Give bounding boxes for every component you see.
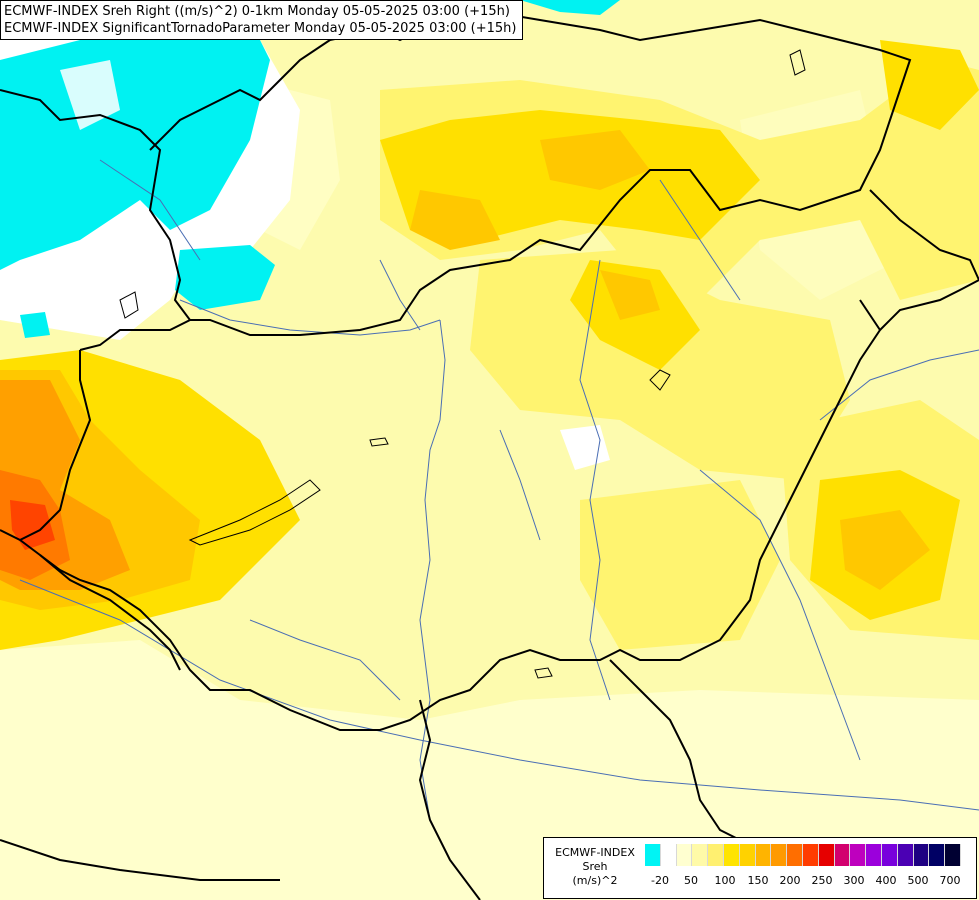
legend-swatch bbox=[739, 844, 756, 866]
legend-swatch bbox=[818, 844, 835, 866]
legend-swatch bbox=[913, 844, 930, 866]
sreh-contours bbox=[0, 40, 979, 650]
cyan-region bbox=[0, 0, 620, 470]
legend-variable: Sreh bbox=[582, 860, 608, 873]
legend-tick-label: 100 bbox=[714, 874, 736, 887]
legend-tick-label: 250 bbox=[811, 874, 833, 887]
legend-swatch bbox=[834, 844, 851, 866]
legend-tick-label: 500 bbox=[907, 874, 929, 887]
legend-tick-label: 400 bbox=[875, 874, 897, 887]
title-line-stp: ECMWF-INDEX SignificantTornadoParameter … bbox=[4, 21, 517, 36]
legend-swatch bbox=[708, 844, 724, 866]
legend-swatch bbox=[755, 844, 772, 866]
legend-tick-label: 300 bbox=[843, 874, 865, 887]
map-title-box: ECMWF-INDEX Sreh Right ((m/s)^2) 0-1km M… bbox=[0, 0, 524, 40]
legend-tick-label: 150 bbox=[747, 874, 769, 887]
legend-swatch bbox=[645, 844, 661, 866]
legend-swatch bbox=[945, 844, 961, 866]
legend-tick-label: -20 bbox=[651, 874, 669, 887]
legend-unit: (m/s)^2 bbox=[572, 874, 618, 887]
legend-swatch bbox=[771, 844, 788, 866]
legend-swatch bbox=[929, 844, 946, 866]
legend-swatch bbox=[692, 844, 709, 866]
legend-label: ECMWF-INDEX Sreh (m/s)^2 bbox=[548, 846, 642, 888]
legend-swatch bbox=[660, 844, 677, 866]
legend-swatch bbox=[787, 844, 803, 866]
legend-tick-label: 700 bbox=[939, 874, 961, 887]
legend-swatch bbox=[676, 844, 693, 866]
title-line-sreh: ECMWF-INDEX Sreh Right ((m/s)^2) 0-1km M… bbox=[4, 4, 510, 19]
legend-swatch bbox=[723, 844, 740, 866]
country-borders bbox=[0, 8, 979, 900]
legend-swatches bbox=[645, 844, 961, 866]
legend-swatch bbox=[866, 844, 882, 866]
legend-source: ECMWF-INDEX bbox=[555, 846, 635, 859]
legend-swatch bbox=[802, 844, 819, 866]
legend-swatch bbox=[897, 844, 914, 866]
color-legend: ECMWF-INDEX Sreh (m/s)^2 -20 50 100 150 200 2… bbox=[543, 837, 977, 899]
legend-tick-label: 50 bbox=[684, 874, 698, 887]
legend-ticks: -20 50 100 150 200 250 300 400 500 700 bbox=[645, 874, 965, 890]
legend-swatch bbox=[881, 844, 898, 866]
lakes bbox=[119, 49, 806, 679]
legend-swatch bbox=[850, 844, 867, 866]
legend-tick-label: 200 bbox=[779, 874, 801, 887]
